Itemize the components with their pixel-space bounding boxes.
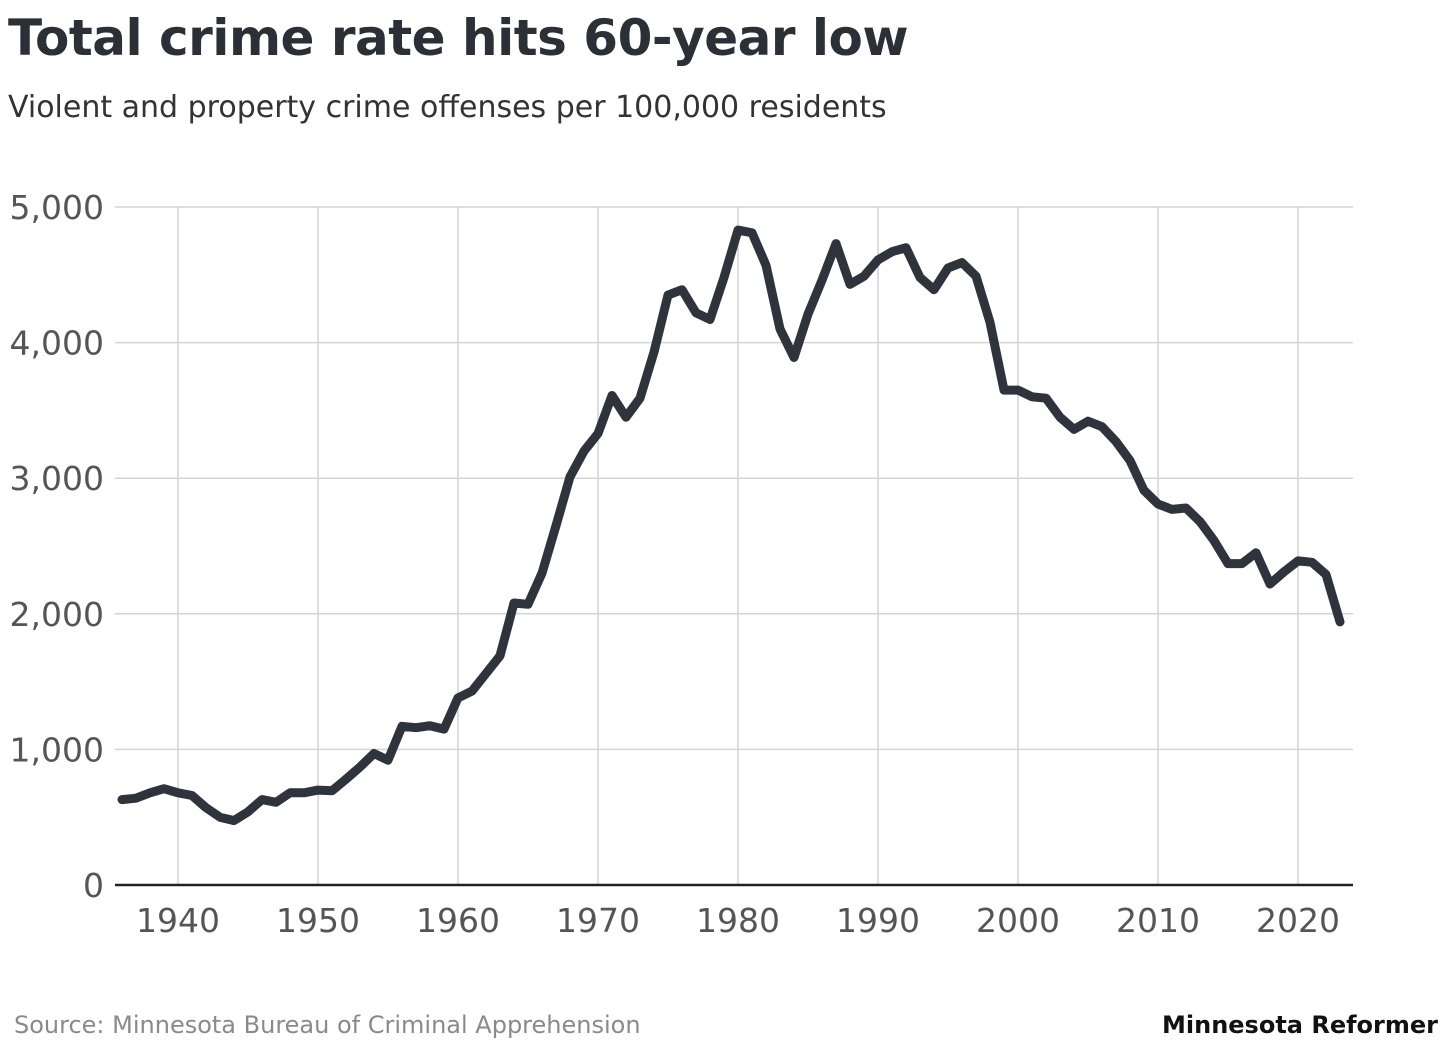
x-tick-label: 1980 — [696, 901, 780, 940]
source-note: Source: Minnesota Bureau of Criminal App… — [14, 1011, 641, 1039]
x-tick-label: 1950 — [276, 901, 360, 940]
y-tick-label: 3,000 — [10, 459, 104, 498]
x-tick-label: 1970 — [556, 901, 640, 940]
y-tick-label: 0 — [83, 866, 104, 905]
gridlines — [115, 206, 1353, 885]
x-axis-ticks: 1940 1950 1960 1970 1980 1990 2000 2010 2020 — [136, 901, 1340, 940]
y-tick-label: 1,000 — [10, 730, 104, 769]
x-tick-label: 2000 — [976, 901, 1060, 940]
chart-subtitle: Violent and property crime offenses per … — [8, 90, 887, 125]
x-tick-label: 1960 — [416, 901, 500, 940]
series-group — [117, 225, 1345, 826]
x-tick-label: 2020 — [1256, 901, 1340, 940]
y-tick-label: 5,000 — [10, 188, 104, 227]
x-tick-label: 2010 — [1116, 901, 1200, 940]
y-tick-label: 4,000 — [10, 324, 104, 363]
x-tick-label: 1940 — [136, 901, 220, 940]
publisher-logo: Minnesota Reformer — [1162, 1011, 1438, 1039]
y-tick-label: 2,000 — [10, 595, 104, 634]
x-tick-label: 1990 — [836, 901, 920, 940]
chart-title: Total crime rate hits 60-year low — [8, 9, 909, 67]
series-line-total-crime-rate — [117, 225, 1345, 826]
y-axis-ticks: 0 1,000 2,000 3,000 4,000 5,000 — [10, 188, 104, 905]
